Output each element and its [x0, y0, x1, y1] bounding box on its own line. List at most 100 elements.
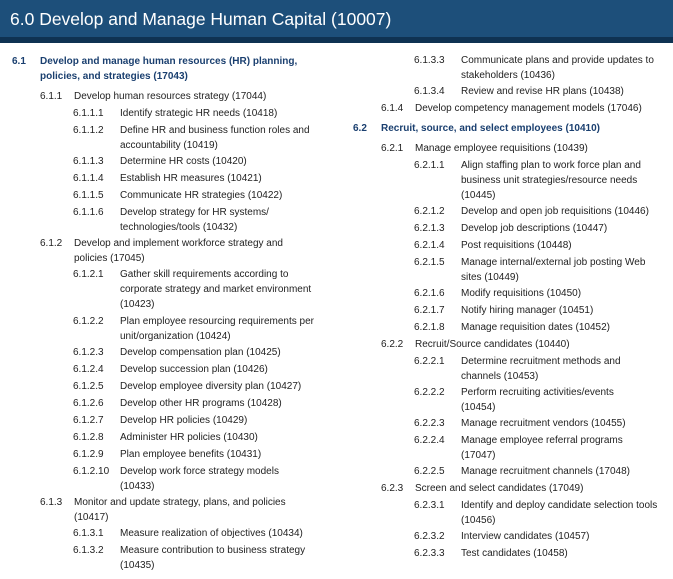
outline-number: 6.2.1.4 [414, 240, 445, 251]
outline-number: 6.2.2.5 [414, 466, 445, 477]
outline-text: Develop competency management models (17… [415, 103, 642, 114]
outline-number: 6.2.1.5 [414, 257, 445, 268]
outline-number: 6.2.3.2 [414, 531, 445, 542]
outline-text: (10435) [120, 560, 155, 571]
outline-number: 6.1.3 [40, 497, 63, 508]
outline-number: 6.2.3.1 [414, 500, 445, 511]
outline-text: Communicate HR strategies (10422) [120, 190, 283, 201]
outline-text: Measure contribution to business strateg… [120, 545, 306, 556]
outline-text: Monitor and update strategy, plans, and … [74, 497, 286, 508]
outline-number: 6.1.3.2 [73, 545, 104, 556]
outline-number: 6.2.3 [381, 483, 404, 494]
outline-text: Review and revise HR plans (10438) [461, 86, 624, 97]
outline-text: Develop strategy for HR systems/ [120, 207, 269, 218]
outline-number: 6.2.1.2 [414, 206, 445, 217]
outline-number: 6.1.2.8 [73, 432, 104, 443]
outline-number: 6.1.1.6 [73, 207, 104, 218]
outline-number: 6.2.2.2 [414, 387, 445, 398]
outline-number: 6.1.1 [40, 91, 63, 102]
outline-text: Develop compensation plan (10425) [120, 347, 281, 358]
outline-text: technologies/tools (10432) [120, 222, 238, 233]
outline-number: 6.2.1 [381, 143, 404, 154]
outline-text: (10423) [120, 299, 155, 310]
outline-text: Identify strategic HR needs (10418) [120, 108, 278, 119]
outline-number: 6.2.3.3 [414, 548, 445, 559]
outline-text: Establish HR measures (10421) [120, 173, 262, 184]
outline-number: 6.1.3.1 [73, 528, 104, 539]
outline-text: Develop other HR programs (10428) [120, 398, 282, 409]
outline-number: 6.2.1.6 [414, 288, 445, 299]
outline-text: (10445) [461, 190, 496, 201]
outline-text: Communicate plans and provide updates to [461, 55, 654, 66]
outline-text: Administer HR policies (10430) [120, 432, 258, 443]
outline-text: Screen and select candidates (17049) [415, 483, 584, 494]
outline-number: 6.2.2.3 [414, 418, 445, 429]
outline-text: Manage internal/external job posting Web [461, 257, 646, 268]
outline-number: 6.1.2.9 [73, 449, 104, 460]
outline-number: 6.2.2.4 [414, 435, 445, 446]
outline-text: Recruit/Source candidates (10440) [415, 339, 570, 350]
outline-text: Develop and open job requisitions (10446… [461, 206, 649, 217]
outline-text: Determine HR costs (10420) [120, 156, 247, 167]
outline-number: 6.2.2 [381, 339, 404, 350]
outline-number: 6.1.3.4 [414, 86, 445, 97]
outline-text: Manage requisition dates (10452) [461, 322, 610, 333]
outline-text: Develop human resources strategy (17044) [74, 91, 267, 102]
outline-text: Notify hiring manager (10451) [461, 305, 594, 316]
outline-text: Manage employee referral programs [461, 435, 623, 446]
outline-text: policies, and strategies (17043) [40, 71, 188, 82]
outline-number: 6.2 [353, 123, 367, 134]
outline-text: Define HR and business function roles an… [120, 125, 310, 136]
outline-text: Develop succession plan (10426) [120, 364, 268, 375]
outline-text: (10456) [461, 515, 496, 526]
outline-number: 6.1.1.5 [73, 190, 104, 201]
outline-text: Plan employee benefits (10431) [120, 449, 262, 460]
outline-number: 6.2.1.1 [414, 160, 445, 171]
outline-text: Develop and implement workforce strategy… [74, 238, 283, 249]
outline-text: Measure realization of objectives (10434… [120, 528, 303, 539]
outline-text: Interview candidates (10457) [461, 531, 590, 542]
outline-number: 6.2.1.3 [414, 223, 445, 234]
outline-text: Align staffing plan to work force plan a… [461, 160, 641, 171]
outline-number: 6.1.2.1 [73, 269, 104, 280]
outline-number: 6.1.2.4 [73, 364, 104, 375]
outline-text: Develop work force strategy models [120, 466, 279, 477]
outline-number: 6.2.1.8 [414, 322, 445, 333]
outline-text: Modify requisitions (10450) [461, 288, 582, 299]
outline-text: Develop job descriptions (10447) [461, 223, 608, 234]
outline-text: Identify and deploy candidate selection … [461, 500, 658, 511]
outline-text: Develop employee diversity plan (10427) [120, 381, 302, 392]
outline-text: Manage employee requisitions (10439) [415, 143, 588, 154]
outline-number: 6.1.1.2 [73, 125, 104, 136]
outline-number: 6.1.1.1 [73, 108, 104, 119]
outline-text: Determine recruitment methods and [461, 356, 621, 367]
outline-text: corporate strategy and market environmen… [120, 284, 312, 295]
outline-number: 6.1.2.7 [73, 415, 104, 426]
outline-text: policies (17045) [74, 253, 145, 264]
outline-text: (10417) [74, 512, 109, 523]
outline-text: Develop and manage human resources (HR) … [40, 56, 298, 67]
outline-text: (17047) [461, 450, 496, 461]
outline-text: channels (10453) [461, 371, 539, 382]
header-strip [0, 37, 673, 43]
outline-text: business unit strategies/resource needs [461, 175, 638, 186]
outline-text: Test candidates (10458) [461, 548, 568, 559]
outline-number: 6.2.1.7 [414, 305, 445, 316]
outline-text: stakeholders (10436) [461, 70, 555, 81]
outline-number: 6.1 [12, 56, 26, 67]
outline-text: Perform recruiting activities/events [461, 387, 614, 398]
outline-number: 6.1.1.3 [73, 156, 104, 167]
outline-text: Gather skill requirements according to [120, 269, 289, 280]
outline-text: Manage recruitment channels (17048) [461, 466, 630, 477]
outline-number: 6.1.1.4 [73, 173, 104, 184]
outline-number: 6.1.2.2 [73, 316, 104, 327]
outline-text: Post requisitions (10448) [461, 240, 572, 251]
outline-number: 6.1.2.3 [73, 347, 104, 358]
outline-text: Recruit, source, and select employees (1… [381, 123, 600, 134]
outline-number: 6.1.2.5 [73, 381, 104, 392]
outline-number: 6.1.2.6 [73, 398, 104, 409]
outline-number: 6.1.2 [40, 238, 63, 249]
outline-text: accountability (10419) [120, 140, 218, 151]
outline-number: 6.1.3.3 [414, 55, 445, 66]
outline-text: (10433) [120, 481, 155, 492]
